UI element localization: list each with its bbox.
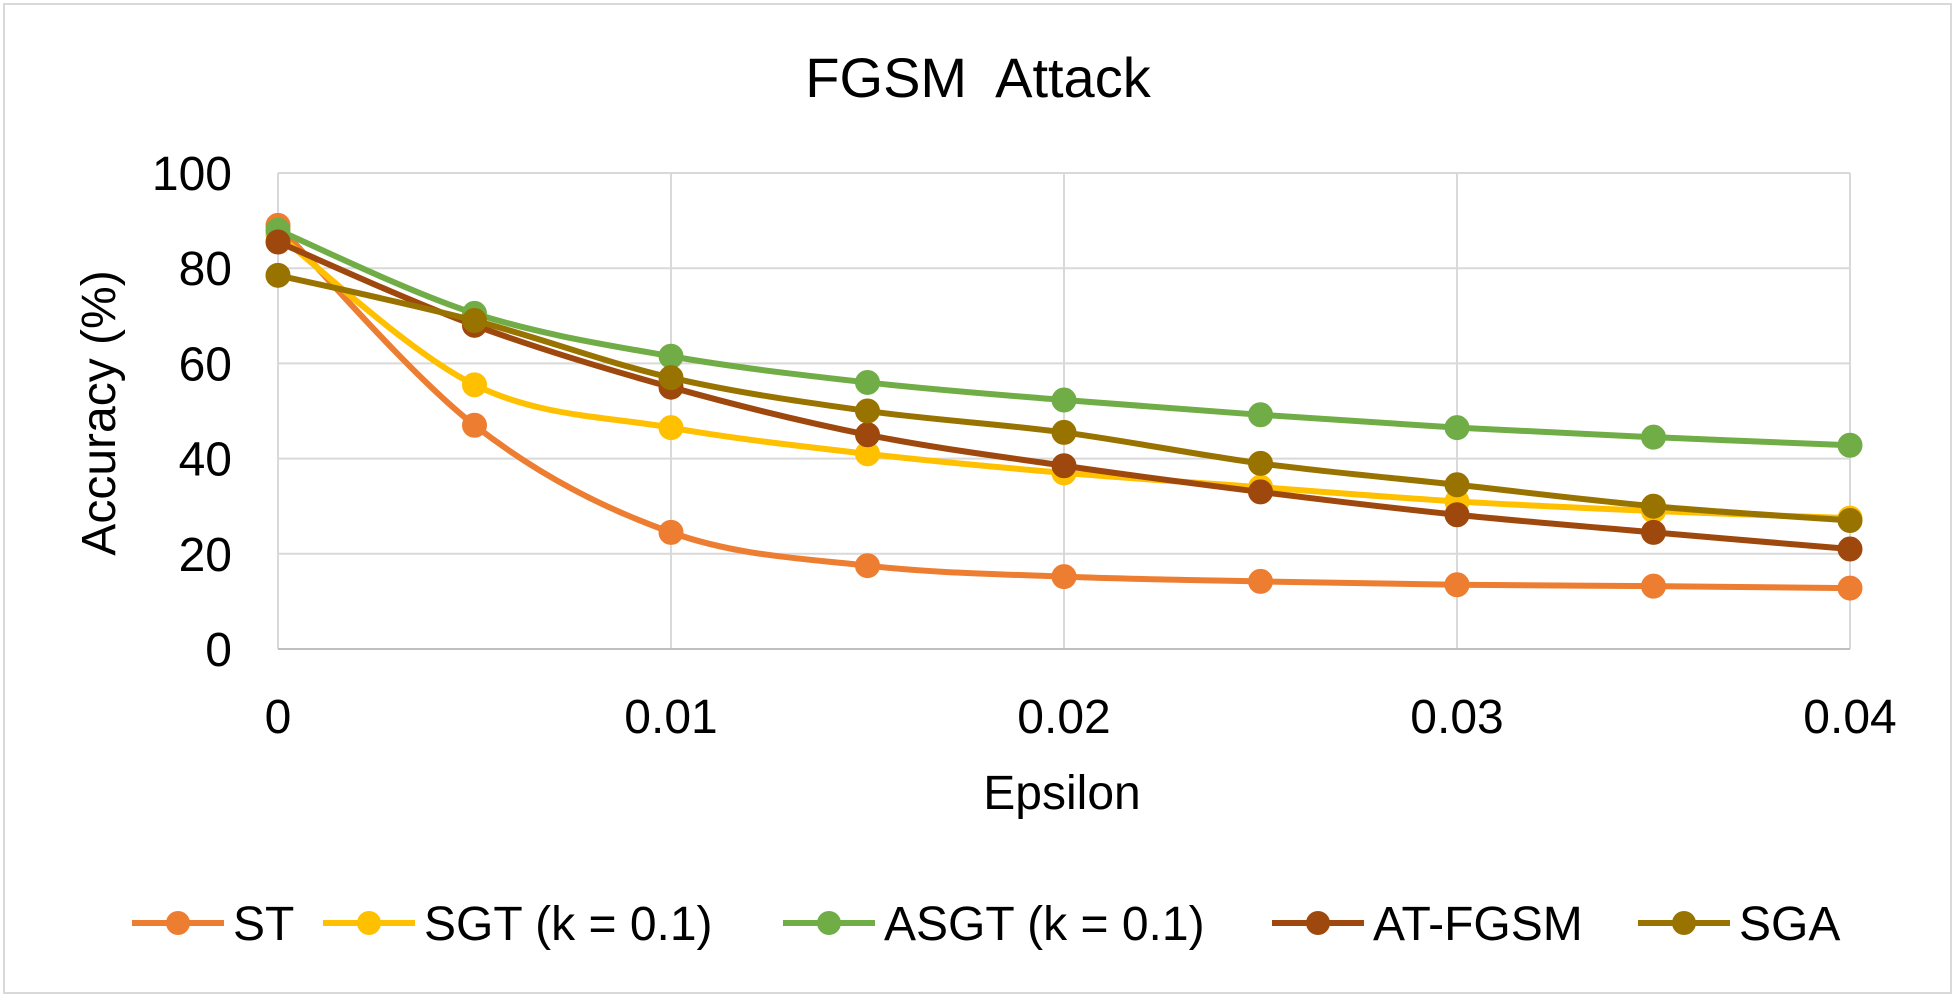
legend-item: ST bbox=[132, 898, 294, 951]
data-point bbox=[855, 422, 880, 448]
data-point bbox=[1444, 572, 1470, 598]
x-tick-label: 0.01 bbox=[624, 691, 717, 744]
data-point bbox=[658, 365, 684, 391]
data-point bbox=[1248, 568, 1273, 594]
y-tick-label: 0 bbox=[205, 624, 232, 677]
legend-label: AT-FGSM bbox=[1373, 898, 1583, 951]
data-point bbox=[1051, 387, 1077, 413]
y-tick-label: 60 bbox=[179, 338, 232, 391]
x-tick-label: 0.02 bbox=[1017, 691, 1110, 744]
data-point bbox=[1444, 415, 1470, 441]
y-axis-title: Accuracy (%) bbox=[73, 270, 126, 555]
data-point bbox=[658, 519, 684, 545]
x-tick-label: 0.03 bbox=[1410, 691, 1503, 744]
legend-marker bbox=[1306, 911, 1330, 935]
data-point bbox=[1641, 493, 1666, 519]
data-point bbox=[462, 412, 487, 438]
x-tick-label: 0.04 bbox=[1803, 691, 1896, 744]
y-tick-label: 80 bbox=[179, 243, 232, 296]
series-sga bbox=[265, 262, 1863, 533]
data-point bbox=[462, 372, 487, 398]
data-point bbox=[1248, 402, 1273, 428]
legend-label: ASGT (k = 0.1) bbox=[884, 898, 1205, 951]
data-point bbox=[1641, 519, 1666, 545]
data-point bbox=[1837, 575, 1863, 601]
legend-marker bbox=[357, 911, 381, 935]
legend-label: SGT (k = 0.1) bbox=[424, 898, 713, 951]
data-point bbox=[1051, 453, 1077, 479]
data-point bbox=[1248, 450, 1273, 476]
chart-title: FGSM Attack bbox=[805, 46, 1151, 109]
legend-item: ASGT (k = 0.1) bbox=[783, 898, 1205, 951]
x-tick-label: 0 bbox=[265, 691, 292, 744]
data-point bbox=[855, 398, 880, 424]
legend-item: AT-FGSM bbox=[1272, 898, 1583, 951]
legend-marker bbox=[817, 911, 841, 935]
y-tick-label: 100 bbox=[152, 148, 232, 201]
legend-marker bbox=[1672, 911, 1696, 935]
legend-item: SGT (k = 0.1) bbox=[323, 898, 713, 951]
data-point bbox=[1641, 424, 1666, 450]
data-point bbox=[1837, 432, 1863, 458]
data-point bbox=[462, 308, 487, 334]
series-layer bbox=[265, 212, 1863, 601]
data-point bbox=[1051, 564, 1077, 590]
chart-frame: FGSM Attack 0 20 40 60 80 100 0 0.01 0.02 0.03 0.0… bbox=[3, 3, 1952, 994]
data-point bbox=[1641, 573, 1666, 599]
data-point bbox=[1837, 536, 1863, 562]
legend-marker bbox=[166, 911, 190, 935]
fgsm-attack-line-chart: FGSM Attack 0 20 40 60 80 100 0 0.01 0.02 0.03 0.0… bbox=[73, 46, 1897, 951]
data-point bbox=[1837, 507, 1863, 533]
data-point bbox=[1248, 479, 1273, 505]
legend-label: SGA bbox=[1739, 898, 1840, 951]
legend-item: SGA bbox=[1638, 898, 1840, 951]
data-point bbox=[1444, 502, 1470, 528]
data-point bbox=[1051, 419, 1077, 445]
y-tick-label: 20 bbox=[179, 529, 232, 582]
data-point bbox=[658, 415, 684, 441]
data-point bbox=[1444, 472, 1470, 498]
data-point bbox=[658, 343, 684, 369]
data-point bbox=[855, 369, 880, 395]
data-point bbox=[855, 553, 880, 579]
x-axis-title: Epsilon bbox=[983, 767, 1140, 820]
data-point bbox=[265, 229, 291, 255]
axis-layer: 0 20 40 60 80 100 0 0.01 0.02 0.03 0.04 bbox=[152, 148, 1897, 744]
y-tick-label: 40 bbox=[179, 434, 232, 487]
legend: ST SGT (k = 0.1) ASGT (k = 0.1) AT-FGSM SGA bbox=[132, 898, 1840, 951]
legend-label: ST bbox=[233, 898, 294, 951]
data-point bbox=[265, 262, 291, 288]
